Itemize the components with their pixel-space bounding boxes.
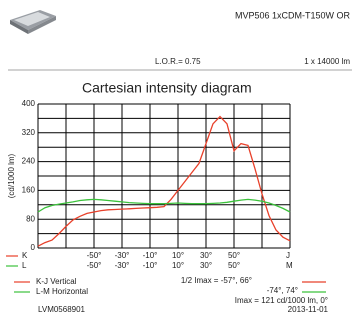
- x-tick-label: 10°: [172, 251, 184, 260]
- x-tick-label: 50°: [228, 251, 240, 260]
- lor: L.O.R.= 0.75: [155, 57, 201, 66]
- x-tick-label: -50°: [87, 251, 102, 260]
- chart-title: Cartesian intensity diagram: [82, 80, 252, 96]
- imax: Imax = 121 cd/1000 lm, 0°: [235, 296, 328, 305]
- legend-label: L-M Horizontal: [36, 287, 88, 296]
- half-imax-l: -74°, 74°: [267, 286, 298, 295]
- chart: MVP506 1xCDM-T150W OR L.O.R.= 0.75 1 x 1…: [0, 0, 360, 317]
- y-axis-label: (cd/1000 lm): [7, 153, 16, 198]
- y-tick-label: 160: [22, 186, 36, 195]
- series-start: K: [22, 251, 28, 260]
- x-tick-label: 50°: [228, 261, 240, 270]
- lamp-flux: 1 x 14000 lm: [304, 57, 350, 66]
- x-tick-label: 30°: [200, 261, 212, 270]
- series-end: M: [286, 261, 293, 270]
- half-imax: 1/2 Imax = -57°, 66°: [181, 276, 252, 285]
- luminaire-icon: [10, 10, 56, 34]
- legend-label: K-J Vertical: [36, 277, 77, 286]
- x-tick-label: 30°: [200, 251, 212, 260]
- x-tick-label: 10°: [172, 261, 184, 270]
- y-tick-label: 320: [22, 128, 36, 137]
- product: MVP506 1xCDM-T150W OR: [235, 10, 351, 20]
- y-tick-label: 240: [22, 157, 36, 166]
- x-tick-label: -30°: [115, 251, 130, 260]
- x-tick-label: -10°: [143, 261, 158, 270]
- date: 2013-11-01: [288, 305, 329, 314]
- x-tick-label: -50°: [87, 261, 102, 270]
- x-tick-label: -30°: [115, 261, 130, 270]
- code: LVM0568901: [38, 305, 86, 314]
- y-tick-label: 80: [26, 214, 35, 223]
- x-tick-label: -10°: [143, 251, 158, 260]
- series-line: [38, 117, 290, 247]
- series-start: L: [22, 261, 27, 270]
- y-tick-label: 0: [31, 243, 36, 252]
- y-tick-label: 400: [22, 99, 36, 108]
- series-end: J: [286, 251, 290, 260]
